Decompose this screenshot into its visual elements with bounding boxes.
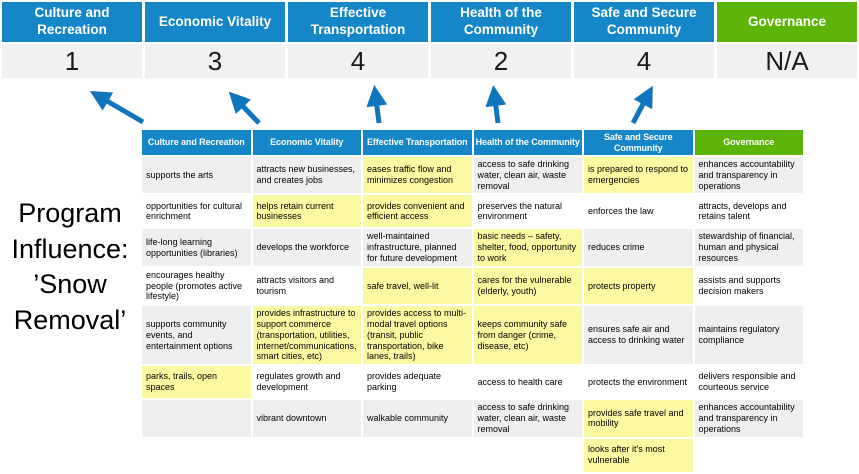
matrix-cell: looks after it's most vulnerable (584, 438, 693, 472)
matrix-cell: safe travel, well-lit (363, 267, 472, 305)
score-culture: 1 (2, 44, 142, 78)
matrix-cell: provides infrastructure to support comme… (252, 306, 361, 365)
matrix-cell: enforces the law (584, 195, 693, 228)
matrix-row-3: life-long learning opportunities (librar… (142, 229, 803, 266)
matrix-cell (363, 438, 472, 472)
matrix-cell: regulates growth and development (252, 366, 361, 399)
matrix-row-8: looks after it's most vulnerable (142, 438, 803, 472)
arrow-culture-icon (89, 90, 145, 125)
summary-header-culture: Culture and Recreation (2, 2, 142, 42)
matrix-row-6: parks, trails, open spaces regulates gro… (142, 366, 803, 399)
matrix-cell: protects property (584, 267, 693, 305)
matrix-cell: protects the environment (584, 366, 693, 399)
matrix-cell: provides convenient and efficient access (363, 195, 472, 228)
matrix-header-governance: Governance (694, 130, 803, 155)
matrix-cell: vibrant downtown (252, 400, 361, 437)
matrix-cell: supports the arts (142, 157, 251, 194)
matrix-cell: access to safe drinking water, clean air… (473, 400, 582, 437)
summary-header-safety: Safe and Secure Community (574, 2, 714, 42)
matrix-cell: preserves the natural environment (473, 195, 582, 228)
matrix-cell: eases traffic flow and minimizes congest… (363, 157, 472, 194)
matrix-cell: ensures safe air and access to drinking … (584, 306, 693, 365)
matrix-cell: access to health care (473, 366, 582, 399)
matrix-cell: enhances accountability and transparency… (694, 400, 803, 437)
arrow-transportation-icon (366, 85, 388, 124)
matrix-cell: attracts visitors and tourism (252, 267, 361, 305)
score-transportation: 4 (288, 44, 428, 78)
matrix-row-4: encourages healthy people (promotes acti… (142, 267, 803, 305)
matrix-header-culture: Culture and Recreation (142, 130, 251, 155)
score-governance: N/A (717, 44, 857, 78)
matrix-cell: basic needs – safety, shelter, food, opp… (473, 229, 582, 266)
matrix-cell (142, 400, 251, 437)
matrix-cell: cares for the vulnerable (elderly, youth… (473, 267, 582, 305)
matrix-cell: well-maintained infrastructure, planned … (363, 229, 472, 266)
influence-arrows (0, 78, 859, 128)
matrix-cell: parks, trails, open spaces (142, 366, 251, 399)
score-economic: 3 (145, 44, 285, 78)
matrix-cell: reduces crime (584, 229, 693, 266)
matrix-cell: encourages healthy people (promotes acti… (142, 267, 251, 305)
summary-header-row: Culture and Recreation Economic Vitality… (2, 2, 857, 42)
matrix-row-2: opportunities for cultural enrichment he… (142, 195, 803, 228)
summary-header-governance: Governance (717, 2, 857, 42)
score-health: 2 (431, 44, 571, 78)
matrix-cell (252, 438, 361, 472)
matrix-cell: provides safe travel and mobility (584, 400, 693, 437)
arrow-health-icon (485, 85, 507, 124)
matrix-header-health: Health of the Community (473, 130, 582, 155)
matrix-cell: life-long learning opportunities (librar… (142, 229, 251, 266)
matrix-cell: is prepared to respond to emergencies (584, 157, 693, 194)
summary-header-economic: Economic Vitality (145, 2, 285, 42)
matrix-row-7: vibrant downtown walkable community acce… (142, 400, 803, 437)
matrix-cell: assists and supports decision makers (694, 267, 803, 305)
matrix-cell: delivers responsible and courteous servi… (694, 366, 803, 399)
matrix-cell: helps retain current businesses (252, 195, 361, 228)
matrix-cell (694, 438, 803, 472)
summary-header-transportation: Effective Transportation (288, 2, 428, 42)
matrix-cell: keeps community safe from danger (crime,… (473, 306, 582, 365)
arrow-safety-icon (630, 85, 653, 125)
arrow-economic-icon (228, 91, 261, 125)
page-title: Program Influence: ’Snow Removal’ (11, 198, 129, 335)
matrix-cell: walkable community (363, 400, 472, 437)
matrix-cell (142, 438, 251, 472)
matrix-cell: attracts, develops and retains talent (694, 195, 803, 228)
matrix-cell: provides access to multi-modal travel op… (363, 306, 472, 365)
matrix-cell (473, 438, 582, 472)
matrix-cell: stewardship of financial, human and phys… (694, 229, 803, 266)
summary-strip: Culture and Recreation Economic Vitality… (2, 2, 857, 78)
matrix-header-transportation: Effective Transportation (363, 130, 472, 155)
matrix-cell: access to safe drinking water, clean air… (473, 157, 582, 194)
matrix-row-5: supports community events, and entertain… (142, 306, 803, 365)
summary-score-row: 1 3 4 2 4 N/A (2, 44, 857, 78)
matrix-header-safety: Safe and Secure Community (584, 130, 693, 155)
matrix-cell: provides adequate parking (363, 366, 472, 399)
influence-matrix: Culture and Recreation Economic Vitality… (140, 128, 805, 474)
summary-header-health: Health of the Community (431, 2, 571, 42)
matrix-header-economic: Economic Vitality (252, 130, 361, 155)
matrix-cell: maintains regulatory compliance (694, 306, 803, 365)
matrix-cell: develops the workforce (252, 229, 361, 266)
matrix-cell: supports community events, and entertain… (142, 306, 251, 365)
score-safety: 4 (574, 44, 714, 78)
matrix-cell: attracts new businesses, and creates job… (252, 157, 361, 194)
matrix-header-row: Culture and Recreation Economic Vitality… (142, 130, 803, 155)
matrix-cell: enhances accountability and transparency… (694, 157, 803, 194)
matrix-row-1: supports the arts attracts new businesse… (142, 157, 803, 194)
matrix-cell: opportunities for cultural enrichment (142, 195, 251, 228)
